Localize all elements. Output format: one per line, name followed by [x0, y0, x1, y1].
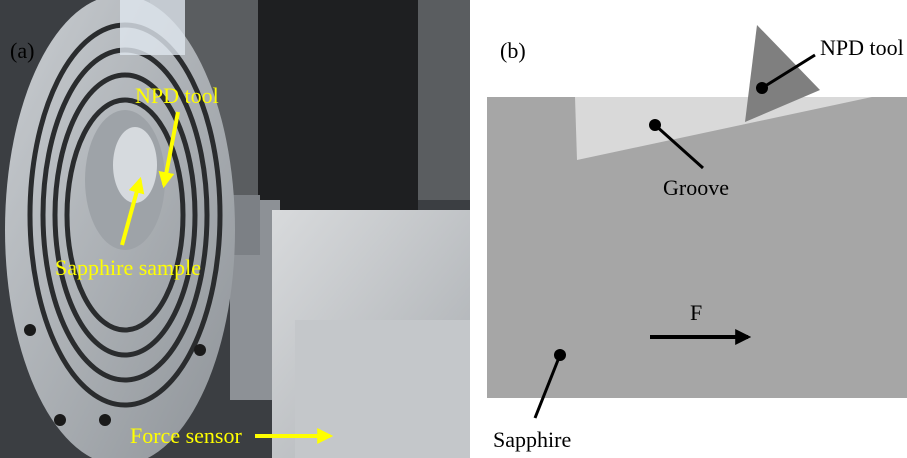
vertical-column — [258, 0, 418, 210]
hole — [194, 344, 206, 356]
sapphire-block — [487, 97, 907, 398]
hole — [54, 414, 66, 426]
page: {"panel_a": {"label": "(a)", "tool_label… — [0, 0, 907, 458]
panel-label: (b) — [500, 38, 526, 63]
hole — [24, 324, 36, 336]
clear-cover — [120, 0, 185, 55]
groove-label: Groove — [663, 175, 729, 200]
panel-label: (a) — [10, 38, 34, 63]
figure: (a) NPD tool Sapphire sample Force senso… — [0, 0, 907, 458]
sample-label: Sapphire sample — [55, 255, 201, 280]
force-label: F — [690, 300, 702, 325]
tool-label: NPD tool — [820, 35, 904, 60]
hole — [99, 414, 111, 426]
sensor-label: Force sensor — [130, 423, 242, 448]
tool-label: NPD tool — [135, 83, 219, 108]
material-label: Sapphire — [493, 427, 571, 452]
panel-b: (b) NPD tool Groove F Sapphire — [487, 25, 907, 452]
panel-a: (a) NPD tool Sapphire sample Force senso… — [0, 0, 470, 458]
